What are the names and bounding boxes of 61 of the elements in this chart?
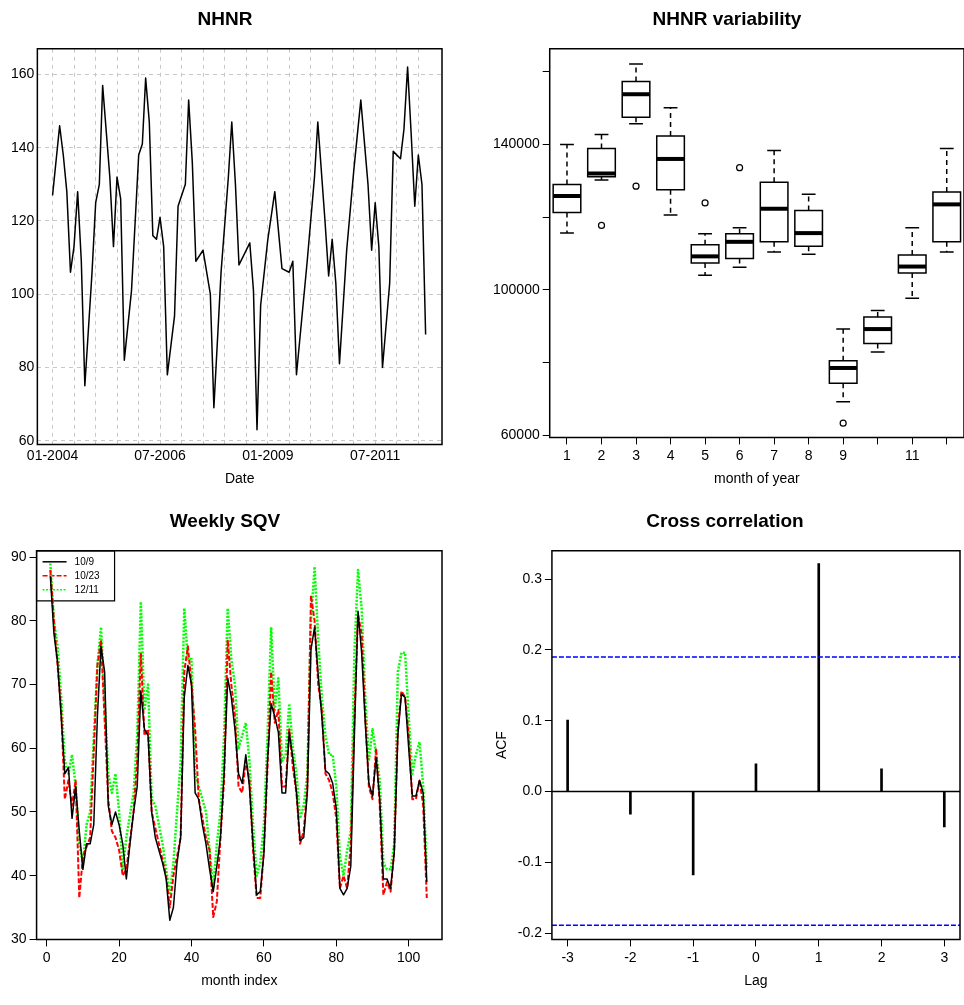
y-tick-label: 100 [11, 285, 35, 302]
y-tick-label: 0.3 [522, 569, 543, 586]
x-tick-label: 2 [877, 948, 886, 965]
y-tick-label: 60000 [500, 426, 540, 443]
y-tick-label: 60 [10, 739, 27, 756]
x-tick-label: -2 [624, 948, 637, 965]
y-tick-label: 0.2 [522, 640, 543, 657]
y-tick-label: 0.0 [522, 782, 543, 799]
y-tick-label: 140000 [493, 135, 540, 152]
chart-title: NHNR variability [652, 7, 802, 29]
y-tick-label: 50 [10, 802, 27, 819]
x-tick-label: 60 [256, 948, 272, 965]
x-tick-label: -3 [561, 948, 575, 965]
y-tick-label: -0.1 [517, 853, 543, 870]
y-tick-label: 80 [10, 611, 27, 628]
chart-title: NHNR [197, 7, 253, 29]
x-tick-label: 01-2004 [26, 446, 79, 463]
y-tick-label: 100000 [493, 280, 540, 297]
x-tick-label: 0 [752, 948, 761, 965]
x-tick-label: 7 [770, 446, 779, 463]
chart-title: Weekly SQV [169, 509, 281, 531]
y-tick-label: 60 [18, 431, 35, 448]
x-tick-label: 07-2006 [134, 446, 186, 463]
y-tick-label: 80 [18, 358, 35, 375]
chart-title: Cross correlation [646, 509, 804, 531]
x-axis-title: month of year [714, 470, 800, 487]
y-tick-label: 40 [10, 866, 27, 883]
x-tick-label: 80 [328, 948, 345, 965]
x-tick-label: 3 [940, 948, 949, 965]
y-axis-title: ACF [493, 731, 510, 760]
x-tick-label: 0 [42, 948, 51, 965]
x-tick-label: 07-2011 [350, 446, 401, 463]
x-tick-label: 8 [804, 446, 813, 463]
x-tick-label: 5 [701, 446, 710, 463]
legend-label: 10/23 [74, 569, 101, 581]
x-tick-label: 6 [735, 446, 744, 463]
x-tick-label: 01-2009 [242, 446, 294, 463]
x-tick-label: -1 [686, 948, 700, 965]
y-tick-label: 90 [10, 548, 27, 565]
x-tick-label: 40 [183, 948, 200, 965]
x-tick-label: 4 [666, 446, 675, 463]
x-tick-label: 20 [111, 948, 128, 965]
y-tick-label: 0.1 [522, 711, 543, 728]
y-tick-label: 30 [10, 930, 27, 947]
x-tick-label: 2 [597, 446, 606, 463]
y-tick-label: 140 [11, 138, 35, 155]
x-axis-title: month index [201, 972, 278, 989]
y-tick-label: 160 [11, 65, 35, 82]
y-tick-label: -0.2 [517, 923, 543, 940]
x-axis-title: Lag [744, 972, 768, 989]
legend-label: 12/11 [74, 583, 100, 595]
y-tick-label: 120 [11, 211, 35, 228]
x-tick-label: 3 [632, 446, 641, 463]
x-axis-title: Date [224, 470, 255, 487]
legend-label: 10/9 [74, 555, 95, 567]
x-tick-label: 1 [814, 948, 823, 965]
x-tick-label: 9 [839, 446, 848, 463]
x-tick-label: 100 [397, 948, 421, 965]
x-tick-label: 1 [563, 446, 572, 463]
x-tick-label: 11 [904, 446, 920, 463]
y-tick-label: 70 [10, 675, 27, 692]
